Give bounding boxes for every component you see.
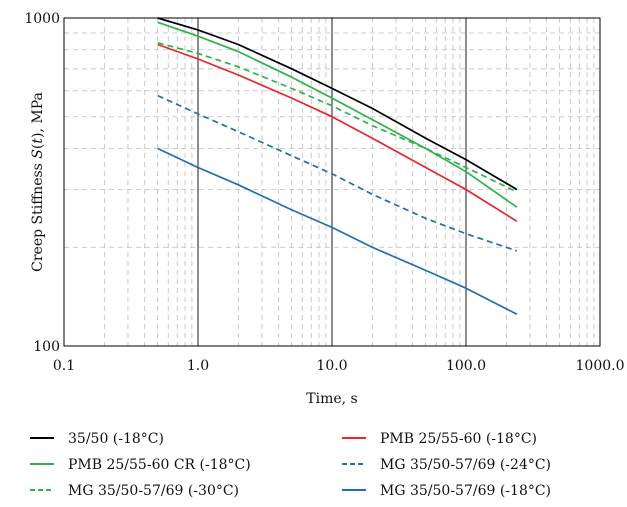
x-tick-label: 10.0 [316,358,347,374]
legend-label-5: MG 35/50-57/69 (-30°C) [68,483,239,499]
x-tick-label: 1.0 [187,358,209,374]
legend-label-1: 35/50 (-18°C) [68,431,164,447]
legend-label-3: PMB 25/55-60 CR (-18°C) [68,457,251,473]
x-tick-label: 1000.0 [576,358,625,374]
y-tick-label: 1000 [24,11,60,27]
major-grid [197,18,467,346]
y-axis-title: Creep Stiffness S(t), MPa [30,92,46,272]
legend-label-4: MG 35/50-57/69 (-24°C) [380,457,551,473]
series-line-2 [157,43,518,223]
x-tick-label: 100.0 [446,358,486,374]
x-tick-labels: 0.1 1.0 10.0 100.0 1000.0 [53,358,625,374]
x-tick-label: 0.1 [53,358,75,374]
series-layer [157,17,518,315]
series-line-3 [157,21,518,208]
legend-label-6: MG 35/50-57/69 (-18°C) [380,483,551,499]
plot-frame [63,17,601,347]
series-line-5 [157,41,518,193]
y-axis-title-t: t [30,138,46,144]
legend-label-2: PMB 25/55-60 (-18°C) [380,431,537,447]
series-line-6 [157,147,518,315]
legend: 35/50 (-18°C) PMB 25/55-60 (-18°C) PMB 25/… [30,431,551,499]
minor-grid [64,18,600,346]
y-axis-title-symbol: S [30,149,46,159]
y-axis-title-arg-open: ( [30,144,46,149]
y-axis-title-prefix: Creep Stiffness [30,159,46,272]
y-tick-labels: 100 1000 [24,11,60,355]
series-line-4 [157,94,518,252]
x-axis-title: Time, s [306,391,357,407]
series-line-1 [157,17,518,191]
y-tick-label: 100 [33,339,60,355]
y-axis-title-suffix: ), MPa [30,92,46,138]
